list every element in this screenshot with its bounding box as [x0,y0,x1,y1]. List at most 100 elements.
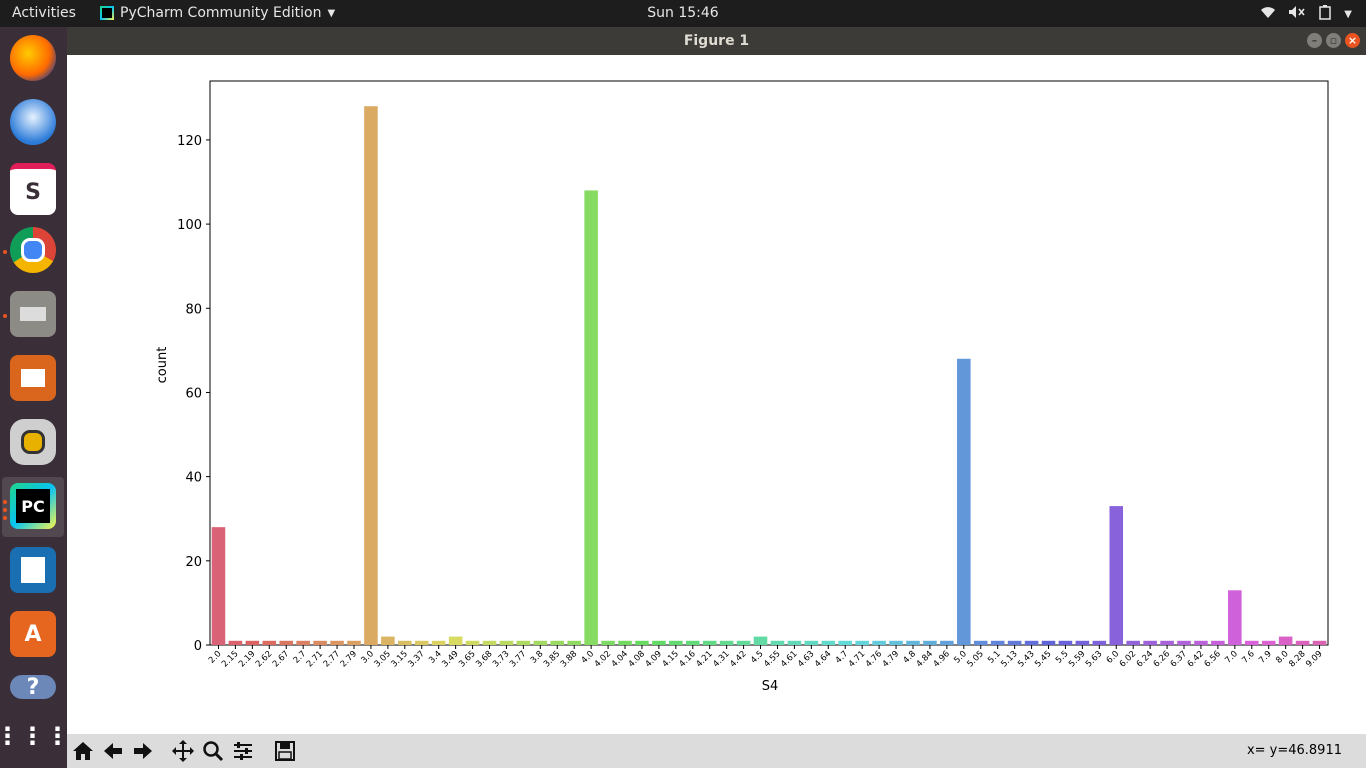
x-tick-label: 4.71 [847,649,867,669]
clock[interactable]: Sun 15:46 [647,5,719,21]
figure-toolbar: x= y=46.8911 [67,734,1366,768]
bar [957,358,971,645]
x-tick-label: 4.02 [593,649,613,669]
minimize-icon[interactable]: – [1307,33,1322,48]
writer-icon[interactable] [10,547,56,593]
chrome-icon[interactable] [10,227,56,273]
bar [550,640,565,645]
bar [567,640,581,645]
help-icon[interactable]: ? [10,675,56,700]
bar [465,640,480,645]
app-grid-icon[interactable]: ⋮⋮⋮ [0,722,71,750]
close-icon[interactable]: × [1345,33,1360,48]
bar [431,640,446,645]
x-tick-label: 3.49 [440,649,460,669]
x-tick-label: 3.37 [406,649,426,669]
x-tick-label: 4.84 [915,649,935,669]
x-tick-label: 4.79 [881,649,901,669]
x-tick-label: 2.15 [220,649,240,669]
x-tick-label: 4.15 [660,649,680,669]
x-tick-label: 4.31 [711,649,731,669]
bar [889,640,903,645]
x-tick-label: 4.42 [728,649,748,669]
firefox-icon[interactable] [10,35,56,81]
bar [973,640,988,645]
y-tick-label: 120 [177,134,202,149]
x-tick-label: 3.65 [457,649,477,669]
bar [618,640,632,645]
app-menu[interactable]: PyCharm Community Edition ▼ [100,5,335,21]
x-tick-label: 2.67 [271,649,291,669]
x-tick-label: 4.63 [796,649,816,669]
x-tick-label: 9.09 [1304,649,1324,669]
files-icon[interactable] [10,291,56,337]
x-tick-label: 4.08 [627,649,647,669]
bar [347,640,361,645]
bar [381,636,395,645]
top-bar: Activities PyCharm Community Edition ▼ S… [0,0,1366,27]
x-tick-label: 6.56 [1203,649,1223,669]
x-tick-label: 4.64 [813,649,833,669]
x-tick-label: 3.73 [491,649,511,669]
bar [262,640,277,645]
forward-icon[interactable] [129,737,157,765]
figure-canvas[interactable]: count S4 2.0 2.15 2.19 2.62 2.67 2.7 2.71 2.77 2… [67,55,1366,734]
pan-icon[interactable] [169,737,197,765]
activities-button[interactable]: Activities [12,5,76,21]
bar [923,640,937,645]
bar-chart: count S4 2.02.152.192.622.67 2.72.712.772… [155,80,1329,694]
bar [1228,590,1242,645]
window-title: Figure 1 [683,33,750,49]
x-tick-label: 3.15 [389,649,409,669]
x-tick-label: 2.71 [305,649,325,669]
wifi-icon [1260,5,1276,23]
bar [516,640,531,645]
bar [1312,640,1327,645]
slack-icon[interactable]: S [10,163,56,215]
bar [838,640,853,645]
bar [313,640,327,645]
y-tick-label: 0 [194,639,202,654]
bar [1058,640,1073,645]
impress-icon[interactable] [10,355,56,401]
bar [533,640,548,645]
bar [296,640,310,645]
x-tick-label: 4.21 [694,649,714,669]
x-tick-label: 6.24 [1135,649,1155,669]
zoom-icon[interactable] [199,737,227,765]
x-tick-label: 4.96 [932,649,952,669]
dock: S PC A ? ⋮⋮⋮ [0,27,71,768]
bar [635,640,649,645]
x-tick-label: 3.05 [373,649,393,669]
bar [855,640,869,645]
x-tick-label: 4.76 [864,649,884,669]
battery-icon [1318,4,1332,24]
bar [990,640,1005,645]
bar [1126,640,1140,645]
bar [1278,636,1293,645]
home-icon[interactable] [69,737,97,765]
bar [279,640,294,645]
rhythmbox-icon[interactable] [10,419,56,465]
back-icon[interactable] [99,737,127,765]
bar [1211,640,1225,645]
bar [1261,640,1276,645]
bar [211,527,226,645]
software-center-icon[interactable]: A [10,611,56,657]
bar [940,640,954,645]
x-tick-label: 4.61 [779,649,799,669]
x-tick-label: 2.77 [322,649,342,669]
system-tray[interactable]: ▼ [1260,4,1352,24]
thunderbird-icon[interactable] [10,99,56,145]
maximize-icon[interactable]: ▫ [1326,33,1341,48]
bar [1295,640,1310,645]
x-tick-label: 6.26 [1152,649,1172,669]
configure-icon[interactable] [229,737,257,765]
window-titlebar: Figure 1 – ▫ × [67,27,1366,55]
pycharm-icon[interactable]: PC [10,483,56,529]
bar [1092,640,1107,645]
x-tick-label: 7.0 [1223,649,1240,666]
bar [414,640,429,645]
save-icon[interactable] [271,737,299,765]
x-tick-label: 5.13 [999,649,1019,669]
